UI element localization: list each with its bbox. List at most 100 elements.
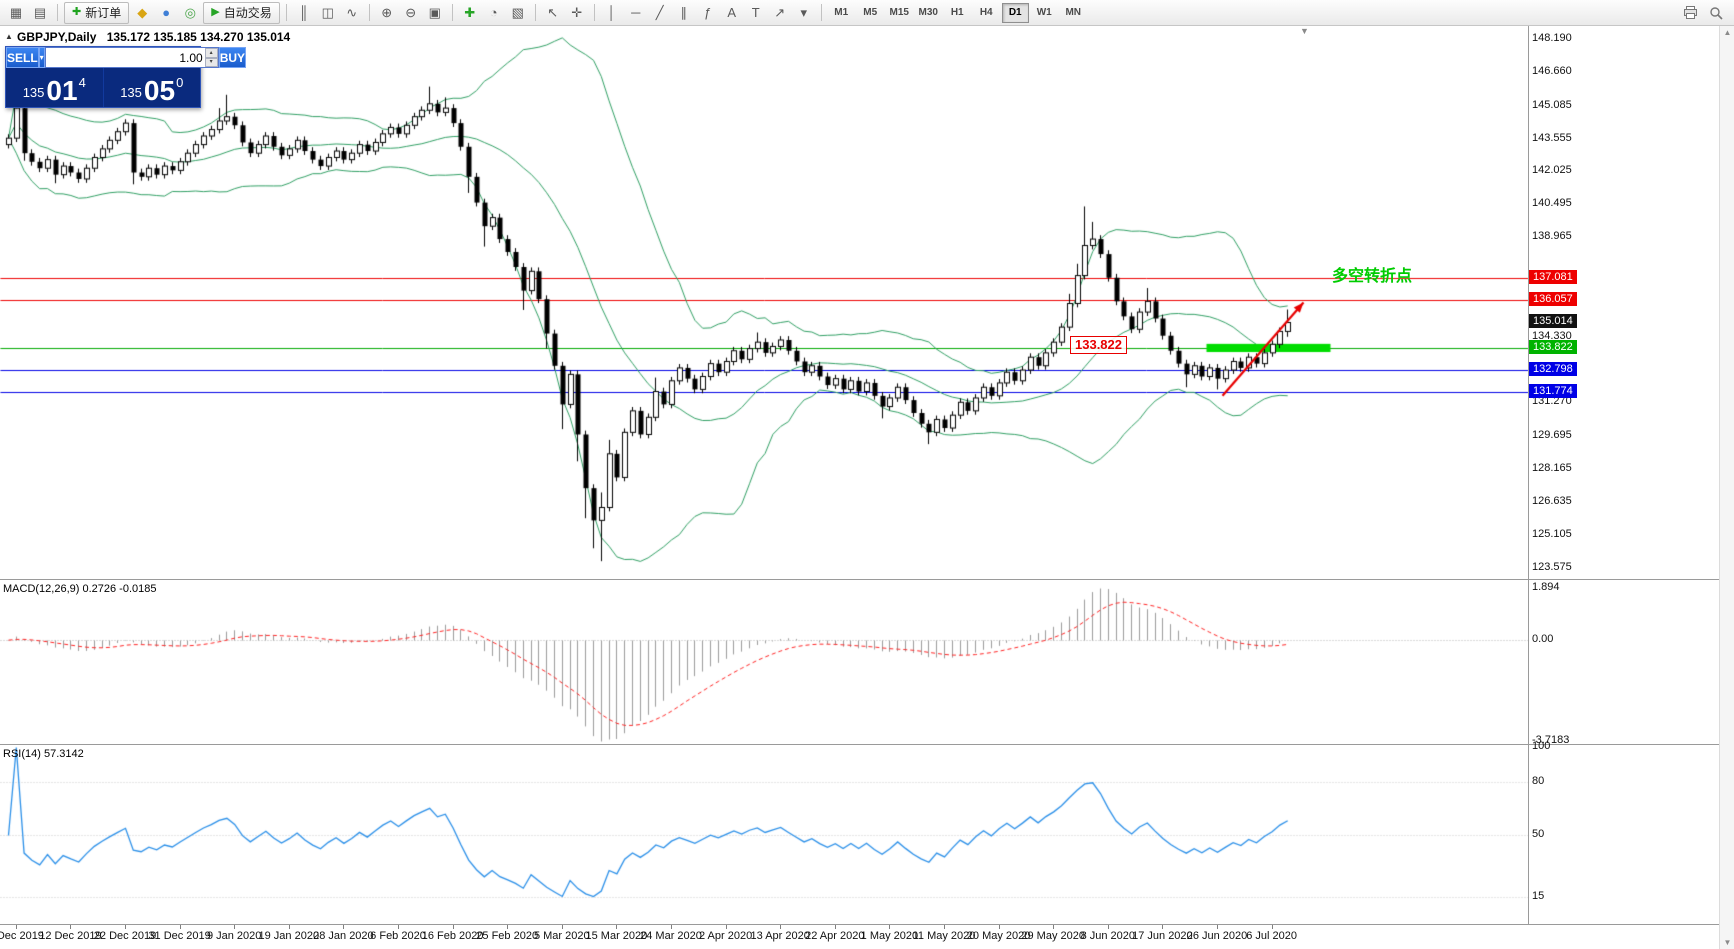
price-axis-label: 148.190 <box>1532 32 1572 45</box>
macd-scale-max: 1.894 <box>1532 581 1560 593</box>
line-chart-icon[interactable]: ∿ <box>346 4 358 20</box>
sell-price-point: 4 <box>78 75 86 90</box>
chart-title: GBPJPY,Daily 135.172 135.185 134.270 135… <box>17 30 290 44</box>
volume-input[interactable] <box>45 48 205 67</box>
trade-controls-row: SELL ▾ ▴ ▾ BUY <box>6 47 247 68</box>
rsi-panel-separator[interactable] <box>0 744 1734 745</box>
new-order-button[interactable]: ✚ 新订单 <box>64 1 130 24</box>
price-axis-label: 142.025 <box>1532 164 1572 177</box>
date-axis-label: 17 Jun 2020 <box>1132 930 1193 942</box>
date-axis-tick <box>889 925 890 929</box>
price-axis-marker: 131.774 <box>1529 383 1577 398</box>
price-axis-label: 123.575 <box>1532 560 1572 573</box>
date-axis-tick <box>70 925 71 929</box>
horizontal-line-icon[interactable]: ─ <box>631 5 641 20</box>
date-axis-label: 16 Feb 2020 <box>421 930 484 942</box>
print-icon[interactable] <box>1681 3 1699 23</box>
volume-up-button[interactable]: ▴ <box>204 48 218 58</box>
fibonacci-icon[interactable]: ƒ <box>704 5 712 20</box>
annotation-note[interactable]: 多空转折点 <box>1332 267 1413 285</box>
autotrading-button-label: 自动交易 <box>223 6 272 20</box>
chart-shift-marker[interactable]: ▼ <box>1300 26 1309 36</box>
price-axis-label: 138.965 <box>1532 230 1572 243</box>
date-axis-tick <box>1217 925 1218 929</box>
tf-m1[interactable]: M1 <box>834 7 849 18</box>
community-icon[interactable]: ● <box>162 5 171 20</box>
buy-price-pips: 05 <box>143 75 176 107</box>
trade-options-button[interactable]: ▾ <box>38 47 45 68</box>
vertical-line-icon[interactable]: │ <box>607 5 616 20</box>
tf-h1[interactable]: H1 <box>950 7 964 18</box>
right-scrollbar[interactable]: ▲ ▼ <box>1719 26 1734 949</box>
price-axis-marker: 133.822 <box>1529 339 1577 354</box>
tf-w1[interactable]: W1 <box>1036 7 1052 18</box>
toolbar-separator <box>57 4 58 21</box>
price-axis-marker: 132.798 <box>1529 361 1577 376</box>
date-axis-tick <box>562 925 563 929</box>
tile-windows-icon[interactable]: ▣ <box>428 4 441 20</box>
zoom-out-icon[interactable]: ⊖ <box>405 4 417 20</box>
search-icon[interactable] <box>1707 3 1725 23</box>
price-axis-label: 134.330 <box>1532 329 1572 342</box>
tf-m5[interactable]: M5 <box>863 7 878 18</box>
chart-profiles-icon[interactable]: ▤ <box>33 4 47 20</box>
tf-mn[interactable]: MN <box>1065 7 1081 18</box>
buy-price-point: 0 <box>176 75 184 90</box>
date-axis-label: 9 Jan 2020 <box>206 930 262 942</box>
sell-price[interactable]: 135 01 4 <box>6 68 103 107</box>
buy-price-figure: 135 <box>120 85 142 100</box>
price-axis-border <box>1528 26 1529 924</box>
date-axis-tick <box>780 925 781 929</box>
date-axis-label: 26 Jun 2020 <box>1186 930 1248 942</box>
zoom-in-icon[interactable]: ⊕ <box>381 4 393 20</box>
objects-dropdown-icon[interactable]: ▾ <box>800 4 807 20</box>
buy-button[interactable]: BUY <box>218 47 247 68</box>
candlestick-chart-icon[interactable]: ◫ <box>321 4 334 20</box>
sell-button[interactable]: SELL <box>6 47 39 68</box>
date-axis-label: 6 Jul 2020 <box>1246 930 1297 942</box>
tf-h4[interactable]: H4 <box>979 7 993 18</box>
one-click-panel-toggle[interactable]: ▲ <box>5 32 13 41</box>
date-axis-tick <box>835 925 836 929</box>
autotrading-button[interactable]: ▶ 自动交易 <box>203 1 280 24</box>
date-axis-label: 2 Dec 2019 <box>0 930 44 942</box>
tf-m15[interactable]: M15 <box>889 7 909 18</box>
label-icon[interactable]: T <box>751 5 760 20</box>
periods-icon[interactable]: ◔ <box>489 5 498 20</box>
volume-down-button[interactable]: ▾ <box>204 57 218 67</box>
trendline-icon[interactable]: ╱ <box>655 4 664 20</box>
buy-price[interactable]: 135 05 0 <box>102 68 201 107</box>
arrows-icon[interactable]: ↗ <box>774 4 786 20</box>
cursor-icon[interactable]: ↖ <box>547 4 559 20</box>
date-axis-tick <box>289 925 290 929</box>
templates-icon[interactable]: ▧ <box>511 4 524 20</box>
tf-m30[interactable]: M30 <box>918 7 938 18</box>
date-axis-tick <box>343 925 344 929</box>
ideas-icon[interactable]: ◎ <box>184 4 196 20</box>
text-icon[interactable]: A <box>727 5 737 20</box>
market-icon[interactable]: ◆ <box>137 4 148 20</box>
rsi-scale-label: 80 <box>1532 775 1545 788</box>
crosshair-icon[interactable]: ✛ <box>571 4 583 20</box>
annotation-price-callout[interactable]: 133.822 <box>1070 335 1127 354</box>
bar-chart-icon[interactable]: ║ <box>299 5 309 20</box>
scroll-up-icon[interactable]: ▲ <box>1723 28 1732 37</box>
tf-d1[interactable]: D1 <box>1001 2 1029 23</box>
new-chart-icon[interactable]: ▦ <box>9 4 23 20</box>
channel-icon[interactable]: ∥ <box>680 4 687 20</box>
indicators-icon[interactable]: ✚ <box>464 4 476 20</box>
rsi-indicator-label: RSI(14) 57.3142 <box>3 748 84 760</box>
price-axis-label: 131.270 <box>1532 395 1572 408</box>
scroll-down-icon[interactable]: ▼ <box>1723 938 1732 947</box>
macd-panel-separator[interactable] <box>0 579 1734 580</box>
date-axis-label: 22 Dec 2019 <box>93 930 157 942</box>
date-axis-tick <box>999 925 1000 929</box>
price-axis-label: 128.165 <box>1532 462 1572 475</box>
price-axis-marker: 136.057 <box>1529 291 1577 306</box>
date-axis-label: 31 Dec 2019 <box>148 930 211 942</box>
one-click-trading-panel: SELL ▾ ▴ ▾ BUY 135 01 4 135 05 0 <box>5 46 247 108</box>
date-axis-tick <box>1053 925 1054 929</box>
date-axis-tick <box>16 925 17 929</box>
